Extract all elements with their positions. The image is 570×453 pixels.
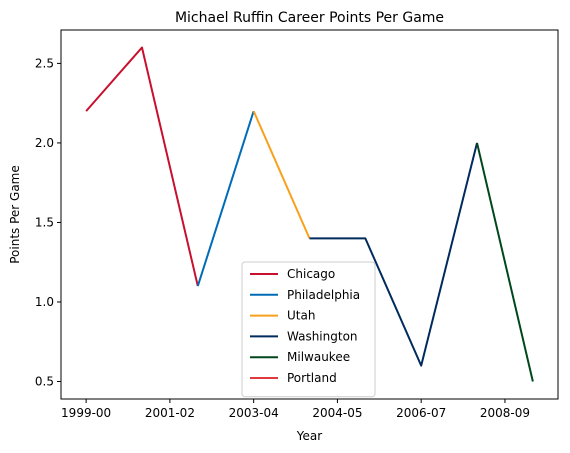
x-axis-ticks: 1999-00 2001-02 2003-04 2004-05 2006-07 2008-…: [61, 399, 530, 420]
x-tick-label: 2004-05: [312, 406, 362, 420]
legend-label-philadelphia: Philadelphia: [287, 288, 360, 302]
chart-title: Michael Ruffin Career Points Per Game: [175, 10, 444, 26]
legend: Chicago Philadelphia Utah Washington Milwauk…: [241, 261, 376, 398]
series-line-milwaukee: [476, 142, 534, 382]
x-tick-label: 2001-02: [145, 406, 195, 420]
series-line-utah: [252, 110, 311, 239]
series-layer: [85, 46, 534, 382]
axes-frame: [60, 29, 559, 400]
y-axis-ticks: 0.5 1.0 1.5 2.0 2.5: [35, 56, 61, 389]
legend-label-portland: Portland: [287, 371, 337, 385]
legend-label-milwaukee: Milwaukee: [287, 350, 350, 364]
y-tick-label: 1.5: [35, 215, 54, 229]
x-tick-label: 2006-07: [396, 406, 446, 420]
series-line-washington: [309, 142, 478, 367]
series-line-chicago: [85, 46, 199, 287]
x-tick-label: 2008-09: [480, 406, 530, 420]
series-line-philadelphia: [196, 110, 255, 287]
y-tick-label: 2.5: [35, 56, 54, 70]
legend-label-chicago: Chicago: [287, 267, 335, 281]
x-axis-label: Year: [296, 429, 322, 443]
legend-label-utah: Utah: [287, 309, 315, 323]
x-tick-label: 2003-04: [229, 406, 279, 420]
legend-label-washington: Washington: [287, 329, 358, 343]
y-tick-label: 0.5: [35, 375, 54, 389]
y-tick-label: 1.0: [35, 295, 54, 309]
y-tick-label: 2.0: [35, 136, 54, 150]
x-tick-label: 1999-00: [61, 406, 111, 420]
y-axis-label: Points Per Game: [8, 165, 22, 264]
